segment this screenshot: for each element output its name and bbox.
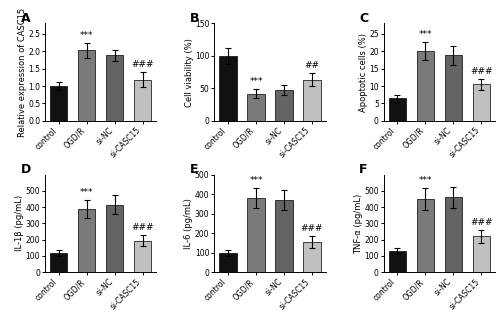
Bar <box>416 51 434 121</box>
Bar <box>304 80 320 121</box>
Bar <box>134 80 152 121</box>
Bar <box>106 205 124 272</box>
Bar <box>304 242 320 272</box>
Bar <box>134 240 152 272</box>
Bar <box>276 200 292 272</box>
Y-axis label: TNF-α (pg/mL): TNF-α (pg/mL) <box>354 193 362 254</box>
Bar <box>388 98 406 121</box>
Text: E: E <box>190 163 198 176</box>
Y-axis label: IL-1β (pg/mL): IL-1β (pg/mL) <box>15 195 24 251</box>
Bar <box>388 251 406 272</box>
Text: ***: *** <box>250 176 263 185</box>
Y-axis label: Cell viability (%): Cell viability (%) <box>184 38 194 107</box>
Y-axis label: IL-6 (pg/mL): IL-6 (pg/mL) <box>184 198 194 249</box>
Bar <box>220 56 236 121</box>
Text: ###: ### <box>132 223 154 232</box>
Bar <box>416 199 434 272</box>
Bar <box>248 198 264 272</box>
Bar <box>78 209 96 272</box>
Bar <box>472 236 490 272</box>
Bar <box>248 94 264 121</box>
Text: ###: ### <box>300 224 323 233</box>
Text: ***: *** <box>80 31 94 40</box>
Text: ###: ### <box>470 67 492 76</box>
Bar <box>472 84 490 121</box>
Bar <box>276 90 292 121</box>
Text: B: B <box>190 12 200 25</box>
Text: F: F <box>359 163 368 176</box>
Text: ***: *** <box>80 188 94 197</box>
Text: ***: *** <box>418 177 432 186</box>
Text: ###: ### <box>470 218 492 227</box>
Text: ###: ### <box>132 60 154 69</box>
Text: C: C <box>359 12 368 25</box>
Text: D: D <box>20 163 30 176</box>
Text: ***: *** <box>418 31 432 40</box>
Bar <box>444 55 462 121</box>
Text: A: A <box>20 12 30 25</box>
Bar <box>50 253 68 272</box>
Text: ***: *** <box>250 77 263 86</box>
Bar <box>50 86 68 121</box>
Bar <box>78 50 96 121</box>
Y-axis label: Relative expression of CASC15: Relative expression of CASC15 <box>18 8 26 137</box>
Text: ##: ## <box>304 61 320 70</box>
Y-axis label: Apoptotic cells (%): Apoptotic cells (%) <box>358 33 368 112</box>
Bar <box>106 55 124 121</box>
Bar <box>220 253 236 272</box>
Bar <box>444 198 462 272</box>
